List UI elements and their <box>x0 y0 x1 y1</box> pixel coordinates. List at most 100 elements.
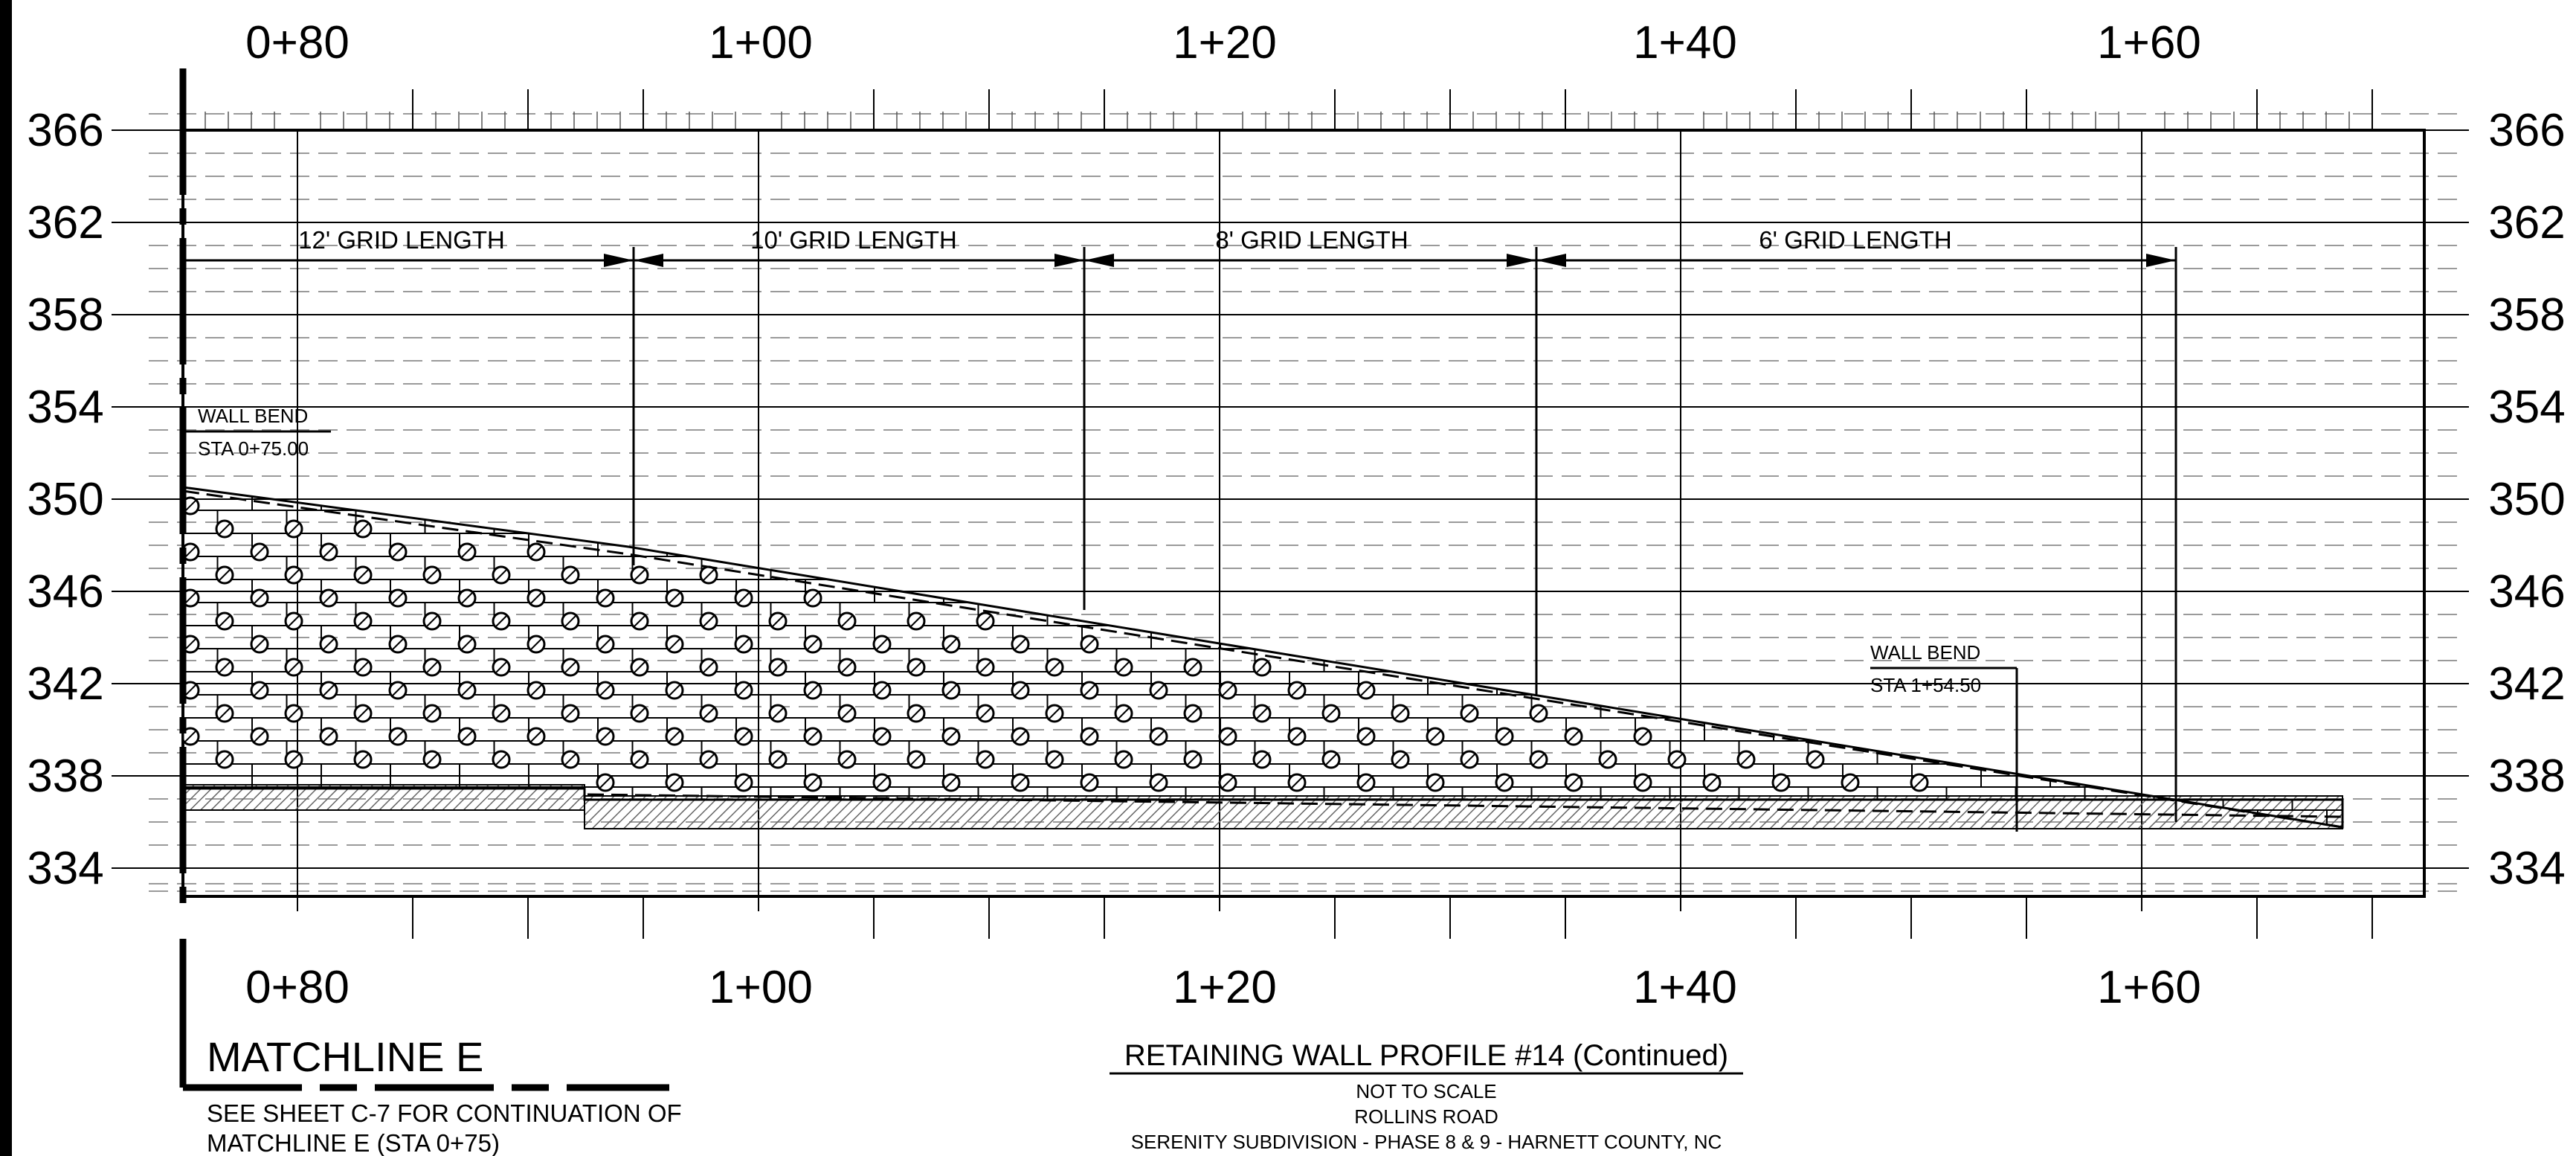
elevation-label-right: 354 <box>2488 382 2565 433</box>
geogrid-marker-slash <box>1117 753 1130 766</box>
geogrid-marker-slash <box>287 522 300 536</box>
geogrid-marker-slash <box>909 661 923 674</box>
station-label-top: 0+80 <box>245 17 350 68</box>
geogrid-marker-slash <box>875 776 889 789</box>
geogrid-marker-slash <box>1152 730 1165 743</box>
geogrid-marker-slash <box>356 568 370 582</box>
geogrid-marker-slash <box>495 614 508 628</box>
geogrid-marker-slash <box>875 638 889 651</box>
axis-labels: 0+80 1+00 1+20 1+40 1+60 0+80 1+00 1+20 … <box>27 17 2565 1013</box>
geogrid-marker-slash <box>1014 684 1027 697</box>
geogrid-marker-slash <box>1290 776 1304 789</box>
geogrid-marker-slash <box>944 776 958 789</box>
geogrid-marker-slash <box>1913 776 1926 789</box>
geogrid-marker-slash <box>1670 753 1684 766</box>
geogrid-marker-slash <box>564 753 577 766</box>
geogrid-marker-slash <box>702 707 715 720</box>
geogrid-marker-slash <box>1359 684 1373 697</box>
geogrid-marker-slash <box>425 661 439 674</box>
elevation-label-left: 346 <box>27 566 103 617</box>
geogrid-marker-slash <box>599 638 612 651</box>
geogrid-marker-slash <box>668 638 681 651</box>
wall-outline <box>181 486 2344 829</box>
geogrid-marker-slash <box>1739 753 1753 766</box>
geogrid-marker-slash <box>184 545 197 559</box>
geogrid-marker-slash <box>287 707 300 720</box>
geogrid-marker-slash <box>218 614 231 628</box>
geogrid-marker-slash <box>909 753 923 766</box>
geogrid-marker-slash <box>806 591 820 605</box>
geogrid-marker-slash <box>1394 707 1407 720</box>
geogrid-marker-slash <box>840 753 854 766</box>
geogrid-marker-slash <box>737 684 750 697</box>
geogrid-marker-slash <box>287 568 300 582</box>
station-label-bottom: 1+40 <box>1633 962 1737 1013</box>
geogrid-marker-slash <box>1705 776 1719 789</box>
geogrid-marker-slash <box>529 591 543 605</box>
geogrid-marker-slash <box>356 661 370 674</box>
geogrid-marker-slash <box>1498 730 1511 743</box>
geogrid-marker-slash <box>1048 661 1061 674</box>
geogrid-marker-slash <box>1255 661 1269 674</box>
elevation-label-left: 342 <box>27 658 103 710</box>
geogrid-marker-slash <box>495 568 508 582</box>
geogrid-marker-slash <box>1463 707 1476 720</box>
geogrid-marker-slash <box>1221 684 1234 697</box>
geogrid-marker-slash <box>979 614 992 628</box>
elevation-label-right: 358 <box>2488 289 2565 341</box>
profile-title: RETAINING WALL PROFILE #14 (Continued) <box>1124 1039 1728 1072</box>
geogrid-marker-slash <box>1601 753 1614 766</box>
elevation-label-right: 362 <box>2488 197 2565 248</box>
geogrid-marker-slash <box>391 684 405 697</box>
geogrid-marker-slash <box>771 753 785 766</box>
geogrid-marker-slash <box>322 638 335 651</box>
geogrid-marker-slash <box>1014 730 1027 743</box>
geogrid-marker-slash <box>840 614 854 628</box>
title-block: RETAINING WALL PROFILE #14 (Continued) N… <box>1110 1039 1743 1153</box>
station-label-top: 1+00 <box>709 17 813 68</box>
geogrid-marker-slash <box>702 568 715 582</box>
station-label-bottom: 1+20 <box>1173 962 1277 1013</box>
geogrid-marker-slash <box>1221 730 1234 743</box>
scale-note: NOT TO SCALE <box>1356 1080 1496 1102</box>
matchline: MATCHLINE E SEE SHEET C-7 FOR CONTINUATI… <box>179 68 682 1156</box>
grid-length-label-12: 12' GRID LENGTH <box>298 226 505 254</box>
geogrid-marker-slash <box>1014 638 1027 651</box>
geogrid-marker-slash <box>944 638 958 651</box>
geogrid-marker-slash <box>875 730 889 743</box>
grid-length-label-10: 10' GRID LENGTH <box>750 226 957 254</box>
geogrid-marker-slash <box>1186 753 1200 766</box>
sheet-border-left <box>0 0 12 1156</box>
geogrid-marker-slash <box>184 638 197 651</box>
road-name: ROLLINS ROAD <box>1354 1105 1498 1128</box>
dimension-arrow <box>1536 254 1566 267</box>
geogrid-marker-slash <box>633 614 646 628</box>
geogrid-marker-slash <box>840 661 854 674</box>
geogrid-marker-slash <box>1324 707 1338 720</box>
geogrid-marker-slash <box>287 753 300 766</box>
geogrid-marker-slash <box>1255 707 1269 720</box>
geogrid-marker-slash <box>425 707 439 720</box>
station-label-top: 1+20 <box>1173 17 1277 68</box>
geogrid-marker-slash <box>356 753 370 766</box>
geogrid-marker-slash <box>737 776 750 789</box>
geogrid-marker-slash <box>184 499 197 513</box>
geogrid-marker-slash <box>599 591 612 605</box>
geogrid-marker-slash <box>391 638 405 651</box>
geogrid-marker-slash <box>391 591 405 605</box>
grid-length-label-8: 8' GRID LENGTH <box>1215 226 1408 254</box>
geogrid-marker-slash <box>1290 684 1304 697</box>
geogrid-marker-slash <box>391 545 405 559</box>
matchline-label: MATCHLINE E <box>207 1033 483 1080</box>
geogrid-marker-slash <box>979 707 992 720</box>
station-label-bottom: 0+80 <box>245 962 350 1013</box>
wall-bend-callout-right: WALL BEND STA 1+54.50 <box>1870 641 2018 832</box>
geogrid-marker-slash <box>1083 776 1096 789</box>
geogrid-marker-slash <box>1844 776 1857 789</box>
geogrid-marker-slash <box>356 522 370 536</box>
geogrid-marker-slash <box>1083 730 1096 743</box>
wall-bend-station-left: STA 0+75.00 <box>198 437 309 460</box>
geogrid-marker-slash <box>1359 776 1373 789</box>
geogrid-marker-slash <box>1567 776 1580 789</box>
